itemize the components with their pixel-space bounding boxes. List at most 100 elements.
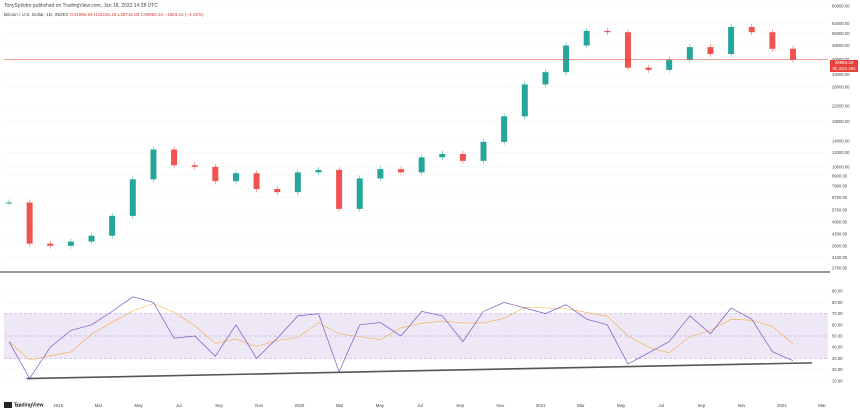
candle-body <box>274 189 281 193</box>
candle-body <box>294 172 301 193</box>
price-tick-label: 2700.00 <box>832 266 848 271</box>
rsi-tick-label: 10.00 <box>832 378 843 383</box>
time-tick-label: Mar <box>577 403 585 408</box>
candle-body <box>109 215 116 236</box>
price-axis: 80000.00 64000.00 56000.00 48000.00 40000.00… <box>832 4 850 271</box>
price-badge-countdown: 5h 31m 26s <box>832 66 856 71</box>
time-tick-label: Sep <box>215 403 223 408</box>
tradingview-logo-text: TradingView <box>14 402 44 409</box>
candle-body <box>315 169 322 173</box>
candle-body <box>563 45 570 73</box>
candle-body <box>501 116 508 142</box>
price-tick-label: 3100.00 <box>832 255 848 260</box>
candle-body <box>356 178 363 209</box>
price-tick-label: 48000.00 <box>832 43 850 48</box>
time-tick-label: Nov <box>255 403 264 408</box>
rsi-line <box>8 296 794 380</box>
time-tick-label: Mar <box>95 403 103 408</box>
candle-body <box>769 32 776 49</box>
candle-body <box>191 165 198 167</box>
tradingview-logo: TradingView <box>4 402 43 408</box>
candle-body <box>459 153 466 161</box>
time-tick-label: Jul <box>658 403 664 408</box>
rsi-grid <box>4 290 828 382</box>
current-price-badge: 39984.34 5h 31m 26s <box>830 60 858 72</box>
price-grid <box>4 5 828 269</box>
time-tick-label: Sep <box>697 403 705 408</box>
candle-body <box>67 241 74 246</box>
time-tick-label: May <box>134 403 143 408</box>
candle-body <box>480 141 487 161</box>
candle-body <box>418 157 425 173</box>
rsi-tick-label: 40.00 <box>832 345 843 350</box>
rsi-tick-label: 60.00 <box>832 322 843 327</box>
rsi-tick-label: 80.00 <box>832 300 843 305</box>
time-tick-label: Mar <box>336 403 344 408</box>
candle-body <box>26 202 33 244</box>
time-tick-label: 2022 <box>777 403 787 408</box>
time-tick-label: Jul <box>176 403 182 408</box>
candle-body <box>47 243 54 246</box>
time-tick-label: Nov <box>496 403 505 408</box>
price-tick-label: 8900.00 <box>832 173 848 178</box>
candle-body <box>253 173 260 190</box>
candle-body <box>666 59 673 70</box>
candle-body <box>645 67 652 70</box>
rsi-ma-line <box>8 303 794 361</box>
time-tick-label: Sep <box>456 403 464 408</box>
candle-body <box>439 153 446 158</box>
candle-body <box>398 169 404 173</box>
candle-body <box>232 173 239 182</box>
time-tick-label: May <box>376 403 385 408</box>
candle-body <box>583 30 590 46</box>
time-tick-label: Nov <box>738 403 747 408</box>
price-tick-label: 12000.00 <box>832 150 850 155</box>
candle-body <box>212 166 219 182</box>
candle-body <box>624 32 631 68</box>
price-tick-label: 80000.00 <box>832 4 850 9</box>
tradingview-logo-icon <box>4 402 12 408</box>
time-tick-label: 2020 <box>295 403 305 408</box>
price-tick-label: 28000.00 <box>832 85 850 90</box>
price-tick-label: 10000.00 <box>832 164 850 169</box>
time-axis: 12 2019 Mar May Jul Sep Nov 2020 Mar May Jul Sep Nov… <box>16 403 827 408</box>
rsi-axis: 90.00 80.00 70.00 60.00 50.00 40.00 30.00 20.00… <box>832 289 843 384</box>
price-badge-value: 39984.34 <box>834 60 854 65</box>
rsi-tick-label: 30.00 <box>832 356 843 361</box>
price-tick-label: 6700.00 <box>832 195 848 200</box>
candle-body <box>790 48 796 60</box>
price-tick-label: 22000.00 <box>832 103 850 108</box>
candle-body <box>129 179 136 216</box>
candle-body <box>377 169 384 179</box>
candle-body <box>150 149 157 180</box>
price-tick-label: 3600.00 <box>832 243 848 248</box>
price-tick-label: 5700.00 <box>832 208 848 213</box>
symbol-legend: Bitcoin / U.S. Dollar, 1D, INDEX O41986.… <box>4 12 204 17</box>
time-tick-label: May <box>617 403 626 408</box>
price-tick-label: 14000.00 <box>832 138 850 143</box>
rsi-tick-label: 70.00 <box>832 311 843 316</box>
price-candles <box>6 23 796 249</box>
candle-body <box>542 72 549 85</box>
price-tick-label: 33000.00 <box>832 72 850 77</box>
candle-body <box>728 26 735 54</box>
rsi-trendline <box>26 362 813 380</box>
rsi-tick-label: 50.00 <box>832 334 843 339</box>
time-tick-label: 2021 <box>536 403 546 408</box>
price-tick-label: 7800.00 <box>832 183 848 188</box>
candle-body <box>686 47 693 60</box>
candle-body <box>604 30 611 33</box>
ohlc-values: O41986.90 H42226.16 L39715.93 C39984.34 … <box>69 12 204 17</box>
rsi-tick-label: 20.00 <box>832 367 843 372</box>
candle-body <box>336 169 343 209</box>
price-tick-label: 4200.00 <box>832 231 848 236</box>
time-tick-label: 12 <box>16 403 21 408</box>
candle-body <box>748 26 755 33</box>
price-tick-label: 18000.00 <box>832 119 850 124</box>
candle-body <box>88 235 95 242</box>
price-tick-label: 4900.00 <box>832 219 848 224</box>
candle-body <box>171 149 178 166</box>
candle-body <box>521 84 528 117</box>
candle-body <box>707 47 714 54</box>
